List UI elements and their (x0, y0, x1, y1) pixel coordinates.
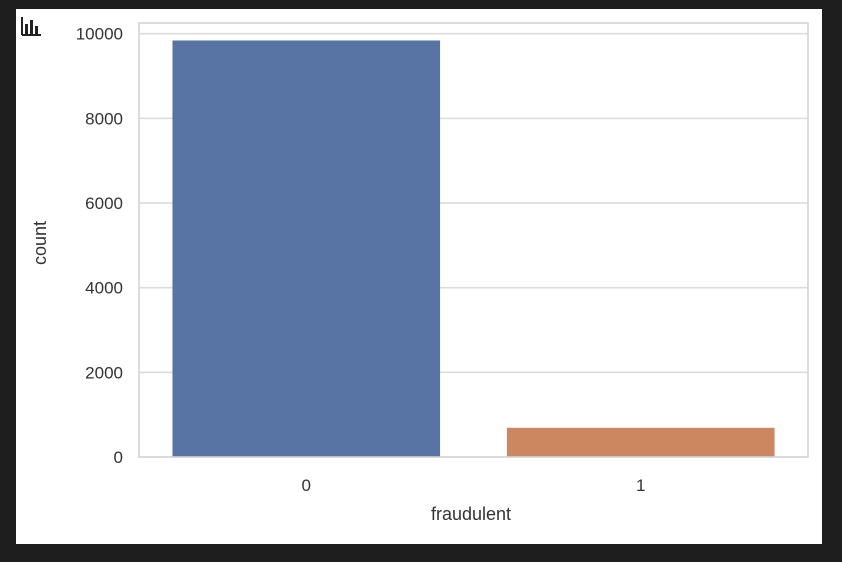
y-tick-label: 6000 (85, 194, 123, 213)
bar-chart-icon[interactable] (20, 15, 42, 37)
y-tick-label: 8000 (85, 109, 123, 128)
bar-0 (172, 40, 441, 458)
y-tick-label: 2000 (85, 363, 123, 382)
y-tick-labels: 0 2000 4000 6000 8000 10000 (76, 25, 123, 467)
x-tick-label: 0 (302, 476, 311, 495)
y-tick-label: 4000 (85, 279, 123, 298)
bars (172, 40, 775, 458)
y-tick-label: 10000 (76, 25, 123, 44)
x-axis-label: fraudulent (431, 504, 511, 524)
y-axis-label: count (30, 221, 50, 265)
bar-1 (506, 427, 775, 457)
plot-border (138, 22, 809, 458)
plot-area-border (138, 22, 809, 458)
y-tick-label: 0 (114, 448, 123, 467)
x-tick-label: 1 (636, 476, 645, 495)
